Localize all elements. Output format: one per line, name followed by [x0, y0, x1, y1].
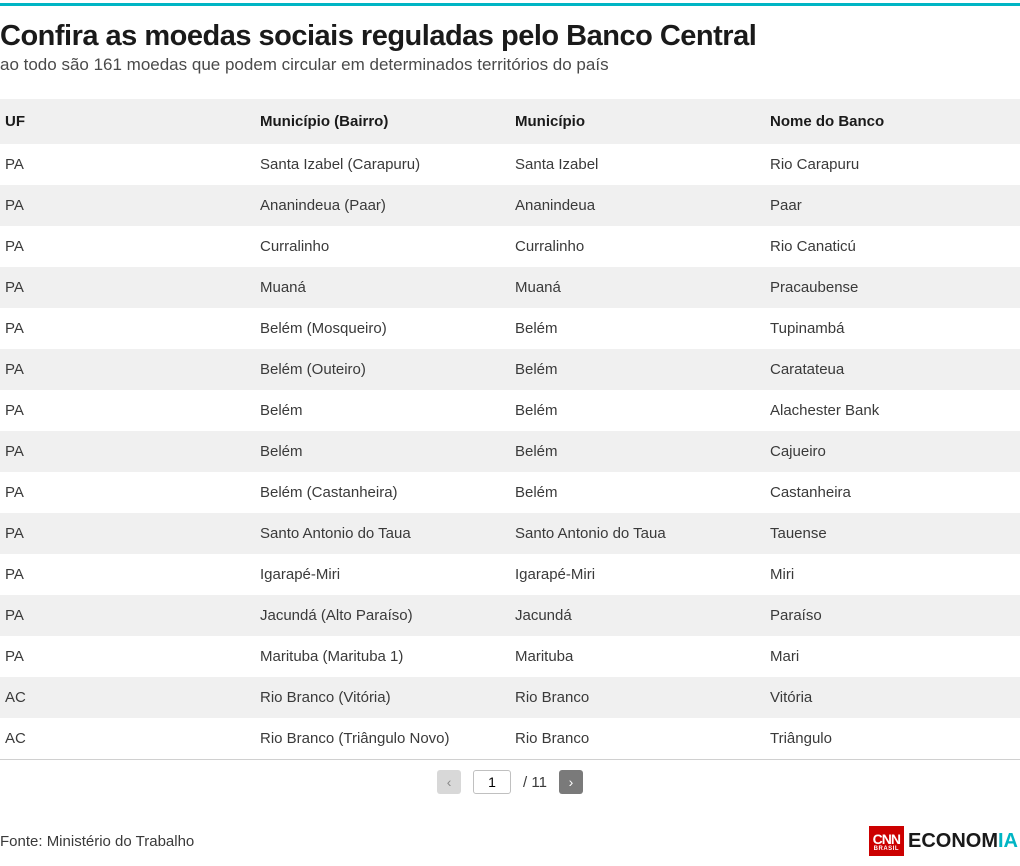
col-header-uf: UF	[0, 99, 255, 144]
table-row: PABelém (Outeiro)BelémCaratateua	[0, 349, 1020, 390]
cell-banco: Castanheira	[765, 472, 1020, 513]
prev-page-button[interactable]: ‹	[437, 770, 461, 794]
cell-municipio: Belém	[510, 472, 765, 513]
cell-bairro: Belém	[255, 390, 510, 431]
economia-logo: ECONOMIA	[908, 830, 1018, 853]
cell-uf: PA	[0, 349, 255, 390]
cell-uf: AC	[0, 677, 255, 718]
cell-banco: Mari	[765, 636, 1020, 677]
brand-logo: CNN BRASIL ECONOMIA	[869, 826, 1018, 856]
cell-banco: Paar	[765, 185, 1020, 226]
cell-municipio: Belém	[510, 349, 765, 390]
cell-uf: PA	[0, 267, 255, 308]
cell-banco: Caratateua	[765, 349, 1020, 390]
cell-uf: PA	[0, 554, 255, 595]
table-row: PASanta Izabel (Carapuru)Santa IzabelRio…	[0, 144, 1020, 185]
col-header-bairro: Município (Bairro)	[255, 99, 510, 144]
brasil-text: BRASIL	[874, 846, 899, 852]
cell-municipio: Belém	[510, 308, 765, 349]
cell-bairro: Curralinho	[255, 226, 510, 267]
page-subtitle: ao todo são 161 moedas que podem circula…	[0, 55, 1020, 75]
cell-bairro: Rio Branco (Triângulo Novo)	[255, 718, 510, 759]
cell-banco: Triângulo	[765, 718, 1020, 759]
cell-municipio: Santa Izabel	[510, 144, 765, 185]
table-row: ACRio Branco (Vitória)Rio BrancoVitória	[0, 677, 1020, 718]
cell-municipio: Marituba	[510, 636, 765, 677]
table-row: PABelémBelémCajueiro	[0, 431, 1020, 472]
table-row: PASanto Antonio do TauaSanto Antonio do …	[0, 513, 1020, 554]
cell-municipio: Santo Antonio do Taua	[510, 513, 765, 554]
table-row: PAAnanindeua (Paar)AnanindeuaPaar	[0, 185, 1020, 226]
cell-municipio: Rio Branco	[510, 718, 765, 759]
table-row: PAMuanáMuanáPracaubense	[0, 267, 1020, 308]
cell-uf: PA	[0, 636, 255, 677]
cell-bairro: Jacundá (Alto Paraíso)	[255, 595, 510, 636]
cell-uf: PA	[0, 308, 255, 349]
table-row: PAJacundá (Alto Paraíso)JacundáParaíso	[0, 595, 1020, 636]
cell-uf: PA	[0, 390, 255, 431]
source-label: Fonte: Ministério do Trabalho	[0, 833, 194, 850]
cell-bairro: Santo Antonio do Taua	[255, 513, 510, 554]
cell-uf: PA	[0, 144, 255, 185]
pagination: ‹ / 11 ›	[0, 759, 1020, 800]
cell-banco: Tupinambá	[765, 308, 1020, 349]
cell-banco: Vitória	[765, 677, 1020, 718]
cell-bairro: Belém (Castanheira)	[255, 472, 510, 513]
cell-banco: Cajueiro	[765, 431, 1020, 472]
cnn-text: CNN	[873, 832, 900, 846]
footer: Fonte: Ministério do Trabalho CNN BRASIL…	[0, 800, 1020, 866]
table-row: ACRio Branco (Triângulo Novo)Rio BrancoT…	[0, 718, 1020, 759]
cell-uf: PA	[0, 513, 255, 554]
cell-municipio: Belém	[510, 431, 765, 472]
cnn-logo-box: CNN BRASIL	[869, 826, 904, 856]
cell-banco: Paraíso	[765, 595, 1020, 636]
economia-suffix: IA	[998, 830, 1018, 853]
table-row: PACurralinhoCurralinhoRio Canaticú	[0, 226, 1020, 267]
cell-uf: PA	[0, 431, 255, 472]
cell-bairro: Rio Branco (Vitória)	[255, 677, 510, 718]
cell-bairro: Ananindeua (Paar)	[255, 185, 510, 226]
col-header-municipio: Município	[510, 99, 765, 144]
cell-banco: Tauense	[765, 513, 1020, 554]
table-row: PAIgarapé-MiriIgarapé-MiriMiri	[0, 554, 1020, 595]
cell-municipio: Belém	[510, 390, 765, 431]
cell-uf: PA	[0, 472, 255, 513]
cell-municipio: Rio Branco	[510, 677, 765, 718]
next-page-button[interactable]: ›	[559, 770, 583, 794]
col-header-banco: Nome do Banco	[765, 99, 1020, 144]
cell-municipio: Muaná	[510, 267, 765, 308]
cell-bairro: Belém (Outeiro)	[255, 349, 510, 390]
cell-bairro: Belém (Mosqueiro)	[255, 308, 510, 349]
cell-banco: Rio Carapuru	[765, 144, 1020, 185]
table-row: PABelémBelémAlachester Bank	[0, 390, 1020, 431]
cell-uf: PA	[0, 185, 255, 226]
cell-municipio: Curralinho	[510, 226, 765, 267]
table-row: PAMarituba (Marituba 1)MaritubaMari	[0, 636, 1020, 677]
cell-municipio: Igarapé-Miri	[510, 554, 765, 595]
table-row: PABelém (Castanheira)BelémCastanheira	[0, 472, 1020, 513]
cell-bairro: Marituba (Marituba 1)	[255, 636, 510, 677]
cell-banco: Pracaubense	[765, 267, 1020, 308]
cell-uf: PA	[0, 595, 255, 636]
table-header-row: UF Município (Bairro) Município Nome do …	[0, 99, 1020, 144]
cell-bairro: Igarapé-Miri	[255, 554, 510, 595]
cell-municipio: Ananindeua	[510, 185, 765, 226]
header: Confira as moedas sociais reguladas pelo…	[0, 6, 1020, 85]
cell-bairro: Belém	[255, 431, 510, 472]
table-row: PABelém (Mosqueiro)BelémTupinambá	[0, 308, 1020, 349]
data-table: UF Município (Bairro) Município Nome do …	[0, 99, 1020, 759]
cell-uf: PA	[0, 226, 255, 267]
economia-prefix: ECONOM	[908, 830, 998, 853]
cell-banco: Miri	[765, 554, 1020, 595]
page-title: Confira as moedas sociais reguladas pelo…	[0, 20, 1020, 53]
cell-bairro: Santa Izabel (Carapuru)	[255, 144, 510, 185]
page-total-label: / 11	[523, 774, 547, 791]
cell-banco: Rio Canaticú	[765, 226, 1020, 267]
cell-bairro: Muaná	[255, 267, 510, 308]
cell-banco: Alachester Bank	[765, 390, 1020, 431]
cell-uf: AC	[0, 718, 255, 759]
page-input[interactable]	[473, 770, 511, 794]
cell-municipio: Jacundá	[510, 595, 765, 636]
